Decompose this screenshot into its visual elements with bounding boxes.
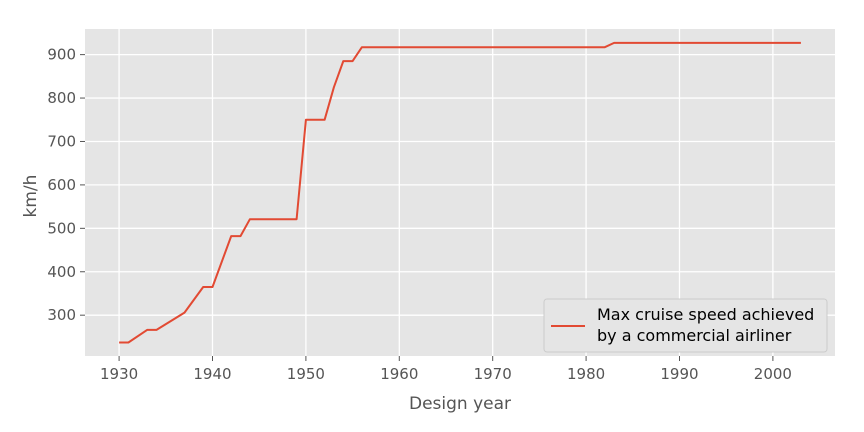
y-tick-label: 900	[47, 46, 76, 64]
x-tick-label: 1930	[100, 365, 138, 383]
series-group	[119, 41, 801, 344]
y-tick-label: 300	[47, 306, 76, 324]
x-tick-label: 2000	[754, 365, 792, 383]
legend-box	[543, 298, 828, 353]
x-tick-label: 1980	[567, 365, 605, 383]
x-tick-label: 1970	[474, 365, 512, 383]
y-tick-label: 400	[47, 263, 76, 281]
y-tick-label: 800	[47, 89, 76, 107]
y-tick-label: 600	[47, 176, 76, 194]
y-axis-label: km/h	[21, 175, 41, 218]
legend-label-line: Max cruise speed achieved	[597, 305, 814, 324]
legend: Max cruise speed achieved by a commercial…	[543, 298, 828, 353]
legend-label-line: by a commercial airliner	[597, 326, 792, 345]
y-axis: 300 400 500 600 700 800 900	[47, 46, 85, 324]
x-tick-label: 1940	[193, 365, 231, 383]
y-tick-label: 700	[47, 132, 76, 150]
x-tick-label: 1960	[380, 365, 418, 383]
x-tick-label: 1950	[287, 365, 325, 383]
x-axis: 1930 1940 1950 1960 1970 1980 1990 2000	[100, 356, 792, 383]
grid-lines	[85, 29, 835, 356]
legend-label: Max cruise speed achieved by a commercial…	[597, 305, 814, 345]
x-axis-label: Design year	[409, 394, 511, 414]
series-line	[119, 41, 801, 344]
y-tick-label: 500	[47, 219, 76, 237]
x-tick-label: 1990	[660, 365, 698, 383]
